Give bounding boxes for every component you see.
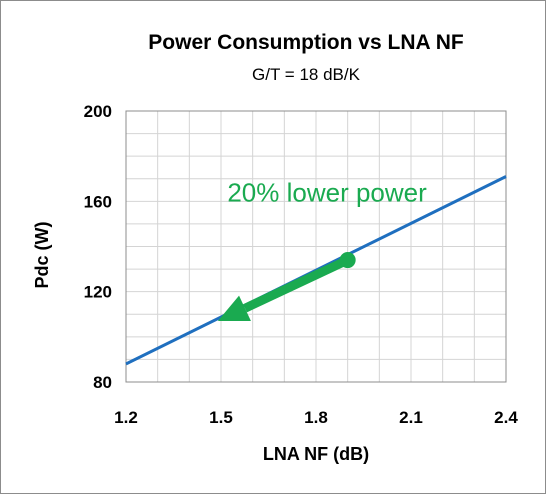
y-tick-label: 200: [84, 102, 112, 121]
y-tick-label: 120: [84, 283, 112, 302]
annotation-label: 20% lower power: [227, 177, 427, 207]
chart-subtitle: G/T = 18 dB/K: [252, 65, 361, 84]
annotations: 20% lower power: [217, 177, 427, 322]
x-tick-labels: 1.2 1.5 1.8 2.1 2.4: [114, 408, 518, 427]
arrow-shaft: [243, 255, 350, 313]
arrow-head: [217, 295, 251, 322]
x-tick-label: 2.4: [494, 408, 518, 427]
gridlines: [126, 111, 506, 382]
y-tick-label: 160: [84, 192, 112, 211]
x-tick-label: 1.8: [304, 408, 328, 427]
chart-title: Power Consumption vs LNA NF: [148, 31, 464, 54]
y-tick-label: 80: [93, 373, 112, 392]
plot-area: [125, 110, 507, 383]
x-tick-label: 1.2: [114, 408, 138, 427]
y-axis-label: Pdc (W): [32, 222, 52, 289]
arrow-start-marker: [339, 252, 356, 269]
x-tick-label: 1.5: [209, 408, 233, 427]
y-tick-labels: 80 120 160 200: [84, 102, 112, 392]
x-tick-label: 2.1: [399, 408, 423, 427]
x-axis-label: LNA NF (dB): [263, 444, 369, 464]
